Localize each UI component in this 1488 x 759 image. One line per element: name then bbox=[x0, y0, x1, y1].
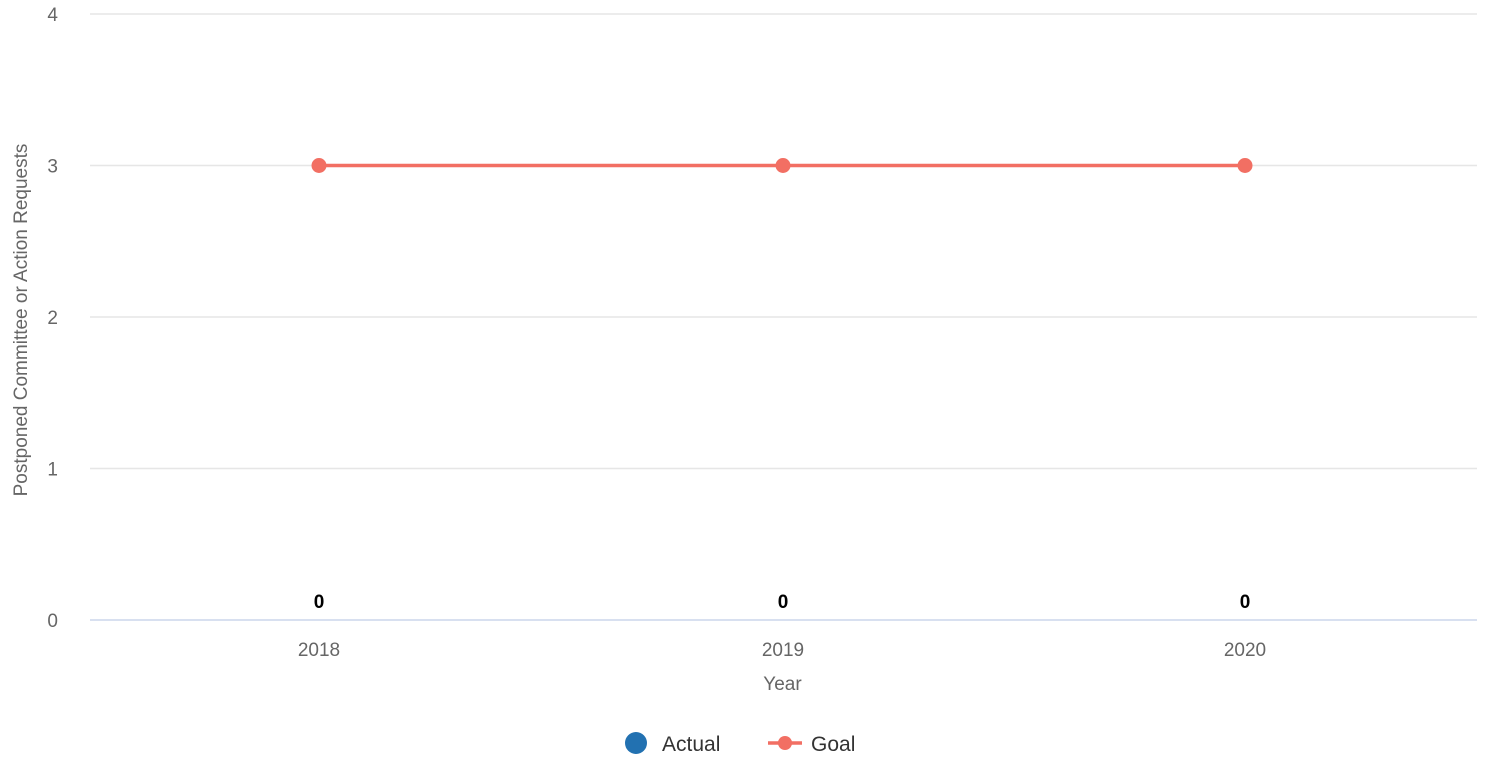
x-axis-tick-labels: 2018 2019 2020 bbox=[298, 640, 1266, 661]
actual-data-label: 0 bbox=[314, 592, 325, 613]
y-axis-tick-labels: 0 1 2 3 4 bbox=[47, 5, 58, 632]
legend-item-goal[interactable]: Goal bbox=[768, 733, 855, 756]
y-tick-label: 2 bbox=[47, 308, 58, 329]
goal-point[interactable] bbox=[1237, 158, 1253, 173]
goal-point[interactable] bbox=[311, 158, 327, 173]
actual-series: 0 0 0 bbox=[314, 592, 1251, 613]
legend-actual-label: Actual bbox=[662, 733, 720, 756]
y-tick-label: 0 bbox=[47, 611, 58, 632]
goal-series bbox=[311, 158, 1253, 173]
x-tick-label: 2020 bbox=[1224, 640, 1266, 661]
legend-goal-label: Goal bbox=[811, 733, 855, 756]
legend-actual-marker bbox=[625, 732, 647, 754]
y-gridlines bbox=[90, 13, 1477, 470]
y-axis-title: Postponed Committee or Action Requests bbox=[11, 144, 32, 497]
x-tick-label: 2018 bbox=[298, 640, 340, 661]
y-tick-label: 4 bbox=[47, 5, 58, 26]
legend: Actual Goal bbox=[625, 732, 855, 756]
legend-item-actual[interactable]: Actual bbox=[625, 732, 720, 756]
legend-goal-marker bbox=[778, 736, 792, 750]
actual-data-label: 0 bbox=[778, 592, 789, 613]
goal-point[interactable] bbox=[775, 158, 791, 173]
y-tick-label: 1 bbox=[47, 460, 58, 481]
actual-data-label: 0 bbox=[1240, 592, 1251, 613]
x-tick-label: 2019 bbox=[762, 640, 804, 661]
y-tick-label: 3 bbox=[47, 157, 58, 178]
x-axis-title: Year bbox=[763, 674, 802, 695]
